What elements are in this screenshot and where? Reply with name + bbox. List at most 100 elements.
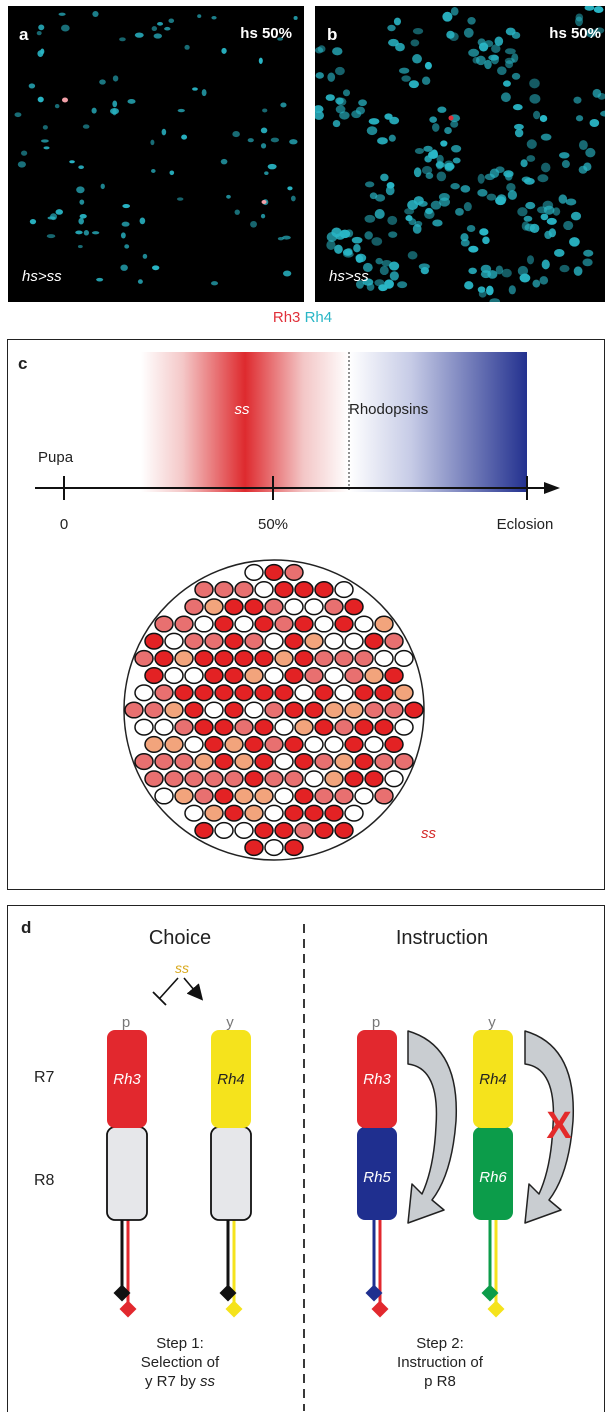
rh4-rosette-cell xyxy=(379,265,389,276)
ommatidium xyxy=(334,787,354,805)
ommatidium xyxy=(134,718,154,736)
rh4-speckle xyxy=(77,244,83,249)
rh4-speckle xyxy=(110,107,119,115)
rh4-speckle xyxy=(260,143,267,149)
rh4-rosette-cell xyxy=(477,38,486,47)
ommatidium xyxy=(344,735,364,753)
rh4-rosette-cell xyxy=(463,201,472,212)
rh4-rosette-cell xyxy=(514,128,524,138)
rh4-speckle xyxy=(100,183,105,190)
step1-line3: y R7 by ss xyxy=(145,1373,216,1390)
rh4-rosette-cell xyxy=(315,110,325,120)
rh4-rosette-cell xyxy=(366,126,378,136)
rh4-rosette-cell xyxy=(559,152,570,159)
panel-a-genotype: hs>ss xyxy=(22,268,62,285)
ommatidium xyxy=(214,718,234,736)
ommatidium xyxy=(274,821,294,839)
rh4-speckle xyxy=(134,32,144,38)
rh4-speckle xyxy=(247,138,254,143)
rh4-rosette-cell xyxy=(484,59,492,70)
ommatidium xyxy=(174,753,194,771)
ommatidium xyxy=(274,753,294,771)
ommatidium xyxy=(314,821,334,839)
ss-regulator-label: ss xyxy=(175,960,189,976)
rh4-speckle xyxy=(14,112,22,118)
rh4-rosette-cell xyxy=(440,140,448,147)
ommatidium xyxy=(254,615,274,633)
ommatidium xyxy=(334,821,354,839)
rh4-rosette-cell xyxy=(487,270,498,279)
rh4-rosette-cell xyxy=(486,193,497,201)
ommatidium xyxy=(384,632,404,650)
rh4-rosette-cell xyxy=(368,118,380,125)
rh4-speckle xyxy=(119,37,126,42)
ommatidium xyxy=(354,684,374,702)
rh4-rosette-cell xyxy=(452,157,461,164)
panel-d-diagram: Choice Instruction ss p y p y R7 R8 Rh3 … xyxy=(34,924,575,1411)
rh4-rosette-cell xyxy=(573,266,583,276)
ommatidium xyxy=(234,581,254,599)
rh4-speckle xyxy=(55,209,63,215)
ommatidium xyxy=(264,701,284,719)
rh4-speckle xyxy=(282,235,291,240)
rh4-speckle xyxy=(267,163,277,170)
rh4-rosette-cell xyxy=(386,182,395,189)
rh4-rosette-cell xyxy=(583,249,594,257)
rh4-rosette-cell xyxy=(381,260,392,267)
ommatidium xyxy=(304,770,324,788)
ommatidium xyxy=(224,735,244,753)
r7-cell-rh4-choice xyxy=(211,1030,251,1128)
rh4-rosette-cell xyxy=(495,166,505,173)
rh4-rosette-cell xyxy=(446,30,455,39)
rh3-choice-label: Rh3 xyxy=(113,1071,141,1088)
ommatidium xyxy=(304,735,324,753)
ommatidium xyxy=(364,667,384,685)
ommatidium xyxy=(284,632,304,650)
rh4-speckle xyxy=(153,33,162,39)
ommatidium xyxy=(304,804,324,822)
rh4-rosette-cell xyxy=(351,110,362,119)
r8-cell-rh5 xyxy=(357,1127,397,1220)
rh4-rosette-cell xyxy=(543,205,555,215)
ommatidium xyxy=(284,667,304,685)
ommatidium xyxy=(214,787,234,805)
rh4-rosette-cell xyxy=(565,198,577,206)
ommatidium xyxy=(194,753,214,771)
rh4-rosette-cell xyxy=(410,39,420,47)
rh4-rosette-cell xyxy=(389,116,400,125)
ommatidium xyxy=(154,787,174,805)
rh4-rosette-cell xyxy=(504,172,513,181)
rh4-speckle xyxy=(157,21,164,26)
ommatidium xyxy=(154,753,174,771)
label-p-choice: p xyxy=(122,1014,130,1031)
ommatidium xyxy=(224,701,244,719)
rh4-rosette-cell xyxy=(369,192,378,200)
ommatidium xyxy=(234,821,254,839)
ommatidium xyxy=(344,701,364,719)
rh4-speckle xyxy=(234,209,240,215)
ss-expression-band xyxy=(141,352,349,492)
ommatidium xyxy=(204,735,224,753)
rh4-rosette-cell xyxy=(484,40,494,48)
rh4-speckle xyxy=(264,171,269,175)
rh4-speckle xyxy=(17,161,26,168)
ommatidium xyxy=(314,787,334,805)
rh4-rosette-cell xyxy=(387,24,396,32)
rh4-rosette-cell xyxy=(539,276,549,285)
rh4-rosette-cell xyxy=(364,181,375,188)
rh4-rosette-cell xyxy=(488,54,499,61)
ommatidium xyxy=(184,598,204,616)
rh4-speckle xyxy=(92,11,99,17)
instruction-arrow-p xyxy=(407,1030,458,1224)
rh4-rosette-cell xyxy=(558,194,568,204)
rh4-rosette-cell xyxy=(414,147,425,155)
r7-label: R7 xyxy=(34,1069,55,1086)
rh4-speckle xyxy=(289,139,298,145)
rh4-rosette-cell xyxy=(438,192,450,201)
rh4-rosette-cell xyxy=(529,94,541,104)
rh4-rosette-cell xyxy=(388,134,396,142)
rh4-rosette-cell xyxy=(463,27,474,38)
r7-terminal-p-instruction xyxy=(371,1300,389,1318)
ommatidium xyxy=(264,632,284,650)
rh4-rosette-cell xyxy=(364,214,376,223)
